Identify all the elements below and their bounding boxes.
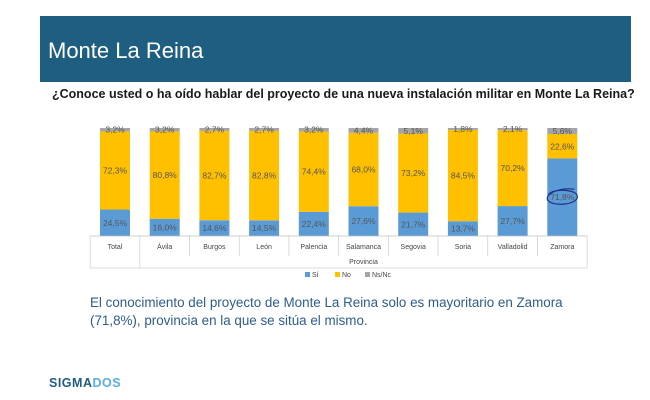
bar-nsnc-0 <box>100 128 130 132</box>
bar-s-5 <box>348 206 379 236</box>
page-title: Monte La Reina <box>48 38 204 63</box>
data-label: 71,8% <box>550 192 575 202</box>
bar-s-6 <box>398 212 429 236</box>
data-label: 24,5% <box>103 218 128 228</box>
data-label: 84,5% <box>451 171 476 181</box>
category-label: Palencia <box>300 244 327 251</box>
bar-no-2 <box>199 130 230 221</box>
data-label: 5,6% <box>553 126 573 136</box>
logo-text-accent: DOS <box>92 376 122 390</box>
data-label: 74,4% <box>302 167 327 177</box>
summary-text: El conocimiento del proyecto de Monte La… <box>90 295 563 328</box>
sigmados-logo: SIGMADOS <box>49 376 121 390</box>
bar-no-4 <box>298 131 329 212</box>
bar-nsnc-4 <box>298 128 329 132</box>
data-label: 27,7% <box>501 216 526 226</box>
category-label: Valladolid <box>498 244 528 251</box>
data-label: 3,2% <box>304 125 324 135</box>
bar-nsnc-7 <box>447 128 478 130</box>
data-label: 2,7% <box>254 124 274 134</box>
data-label: 14,5% <box>252 223 277 233</box>
data-label: 5,1% <box>404 126 424 136</box>
bar-nsnc-8 <box>497 128 528 131</box>
category-label: Ávila <box>157 242 172 251</box>
logo-text-main: SIGMA <box>49 376 93 390</box>
legend-swatch <box>335 272 340 277</box>
bar-s-1 <box>149 218 180 236</box>
bar-nsnc-2 <box>199 128 230 131</box>
data-label: 1,8% <box>453 124 473 134</box>
data-label: 14,6% <box>202 223 227 233</box>
bar-no-8 <box>497 130 528 207</box>
bar-no-6 <box>398 133 429 213</box>
bar-s-8 <box>497 206 528 236</box>
bar-nsnc-3 <box>249 128 280 131</box>
data-label: 68,0% <box>351 164 376 174</box>
data-label: 22,6% <box>550 141 575 151</box>
bar-s-9 <box>547 158 578 236</box>
category-label: Salamanca <box>346 244 381 251</box>
data-label: 73,2% <box>401 168 426 178</box>
bar-nsnc-1 <box>149 128 180 132</box>
data-label: 80,8% <box>153 170 178 180</box>
data-label: 82,7% <box>202 171 227 181</box>
bar-nsnc-5 <box>348 128 379 133</box>
bar-s-7 <box>447 221 478 236</box>
legend-label: No <box>342 272 351 279</box>
data-label: 3,2% <box>105 125 125 135</box>
bar-s-2 <box>199 220 230 236</box>
annotation-circle <box>546 188 578 205</box>
category-label: León <box>256 244 272 251</box>
data-label: 16,0% <box>153 222 178 232</box>
data-label: 2,1% <box>503 124 523 134</box>
stacked-bar-chart: 24,5% 72,3% 3,2% Total 16,0% 80,8% 3,2% Ávila 14… <box>89 124 588 279</box>
data-label: 27,6% <box>351 216 376 226</box>
survey-question: ¿Conoce usted o ha oído hablar del proye… <box>52 87 635 101</box>
category-label: Burgos <box>203 244 226 251</box>
data-label: 2,7% <box>205 124 225 134</box>
data-label: 3,2% <box>155 125 175 135</box>
bar-no-7 <box>447 129 478 222</box>
category-label: Total <box>108 244 123 251</box>
data-label: 82,8% <box>252 171 277 181</box>
legend-swatch <box>305 272 310 277</box>
category-label: Soria <box>455 244 471 251</box>
bar-no-1 <box>149 131 180 219</box>
bar-no-5 <box>348 132 379 207</box>
data-label: 4,4% <box>354 125 374 135</box>
data-label: 70,2% <box>501 163 526 173</box>
legend-swatch <box>365 272 370 277</box>
title-banner: Monte La Reina <box>40 16 631 82</box>
data-label: 22,4% <box>302 219 327 229</box>
data-label: 21,7% <box>401 219 426 229</box>
legend-label: Ns/Nc <box>372 272 392 279</box>
bar-no-0 <box>100 131 130 210</box>
bar-s-4 <box>298 211 329 236</box>
data-label: 13,7% <box>451 224 476 234</box>
category-label: Segovia <box>401 244 426 251</box>
bar-nsnc-9 <box>547 128 578 135</box>
legend-label: Sí <box>312 272 319 279</box>
bar-no-9 <box>547 134 578 159</box>
bar-no-3 <box>249 130 280 221</box>
bar-s-0 <box>100 209 130 236</box>
category-label: Zamora <box>550 244 574 251</box>
bar-s-3 <box>249 220 280 236</box>
x-axis-title: Provincia <box>349 259 378 266</box>
data-label: 72,3% <box>103 165 128 175</box>
bar-nsnc-6 <box>398 128 429 134</box>
